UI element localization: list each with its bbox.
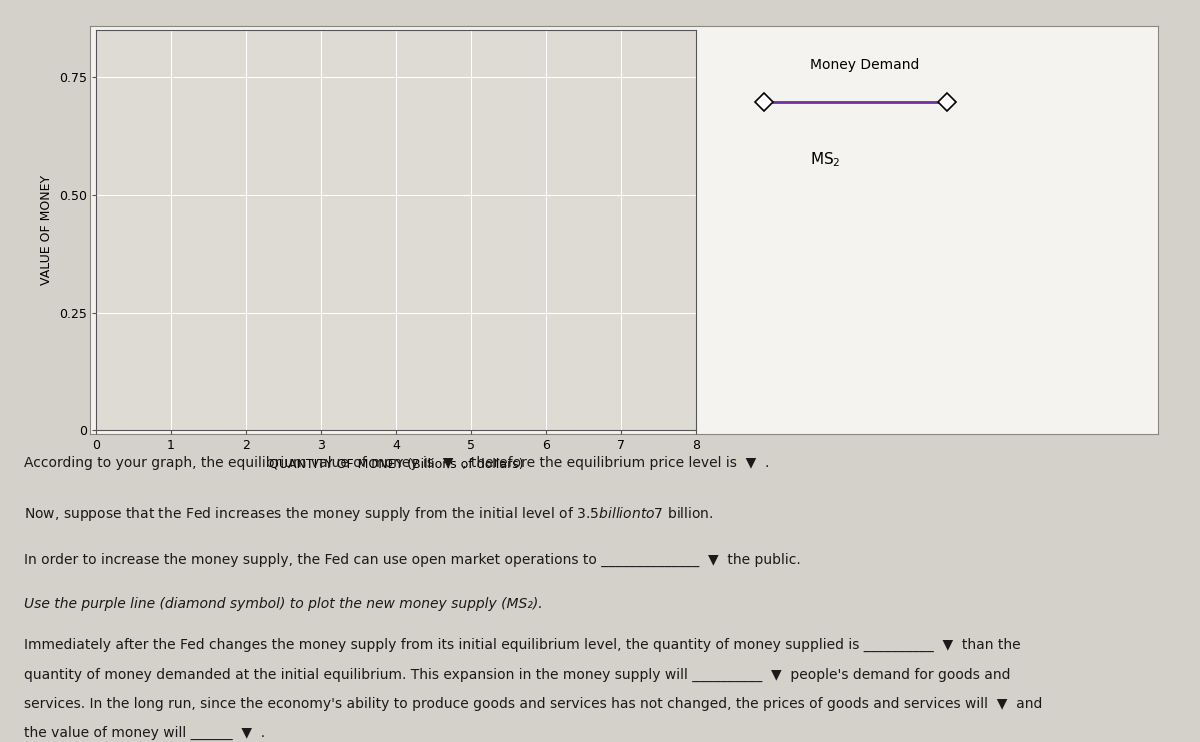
Text: quantity of money demanded at the initial equilibrium. This expansion in the mon: quantity of money demanded at the initia…	[24, 668, 1010, 682]
Text: Money Demand: Money Demand	[810, 58, 919, 72]
Text: services. In the long run, since the economy's ability to produce goods and serv: services. In the long run, since the eco…	[24, 697, 1043, 712]
Text: Immediately after the Fed changes the money supply from its initial equilibrium : Immediately after the Fed changes the mo…	[24, 638, 1021, 652]
Y-axis label: VALUE OF MONEY: VALUE OF MONEY	[41, 175, 54, 285]
Text: According to your graph, the equilibrium value of money is  ▼  , therefore the e: According to your graph, the equilibrium…	[24, 456, 769, 470]
Text: Use the purple line (diamond symbol) to plot the new money supply (MS₂).: Use the purple line (diamond symbol) to …	[24, 597, 542, 611]
Text: the value of money will ______  ▼  .: the value of money will ______ ▼ .	[24, 726, 265, 740]
Text: Now, suppose that the Fed increases the money supply from the initial level of $: Now, suppose that the Fed increases the …	[24, 505, 714, 522]
Text: In order to increase the money supply, the Fed can use open market operations to: In order to increase the money supply, t…	[24, 553, 800, 567]
Text: MS$_2$: MS$_2$	[810, 150, 841, 168]
X-axis label: QUANTITY OF MONEY (Billions of dollars): QUANTITY OF MONEY (Billions of dollars)	[269, 458, 523, 471]
